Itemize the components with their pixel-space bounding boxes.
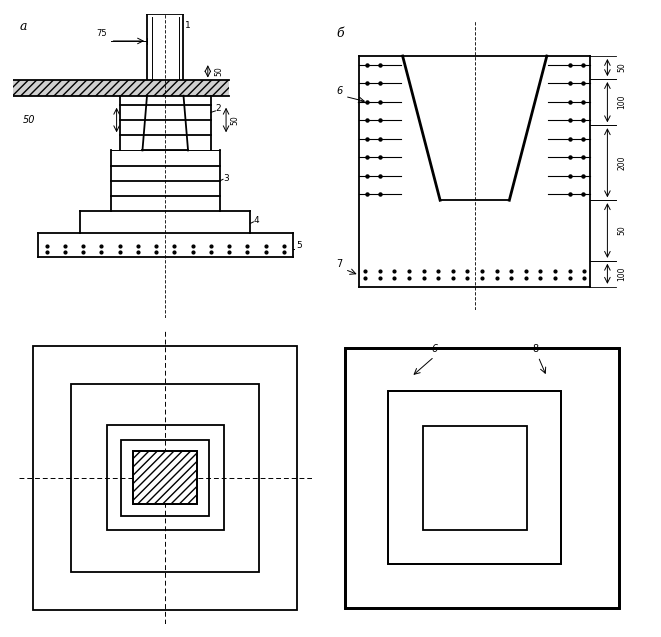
Bar (388, 391, 561, 564)
Text: 7: 7 (336, 259, 342, 269)
Text: 4: 4 (253, 217, 259, 225)
Bar (423, 426, 527, 530)
Bar (71, 384, 259, 571)
Bar (345, 348, 619, 608)
Text: 6: 6 (336, 85, 342, 96)
Bar (345, 348, 619, 608)
Text: 50: 50 (22, 115, 35, 125)
Text: б: б (336, 27, 344, 40)
Text: 5: 5 (296, 241, 301, 250)
Bar (106, 425, 224, 531)
Text: 75: 75 (96, 29, 106, 38)
Bar (388, 391, 561, 564)
Bar (133, 452, 198, 504)
Text: 3: 3 (223, 174, 229, 183)
Text: 6: 6 (432, 344, 438, 354)
Text: 1: 1 (185, 21, 191, 30)
Text: а: а (19, 20, 27, 32)
Bar (13, 80, 229, 96)
Bar (122, 440, 209, 516)
Text: 100: 100 (617, 266, 627, 281)
Text: 100: 100 (617, 95, 627, 110)
Text: 50: 50 (617, 62, 627, 73)
Text: 200: 200 (617, 155, 627, 170)
Text: 2: 2 (215, 104, 221, 113)
Text: 50: 50 (231, 115, 240, 125)
Text: 50: 50 (214, 66, 223, 76)
Text: 8: 8 (532, 344, 539, 354)
Text: 50: 50 (617, 225, 627, 236)
Bar (133, 452, 198, 504)
